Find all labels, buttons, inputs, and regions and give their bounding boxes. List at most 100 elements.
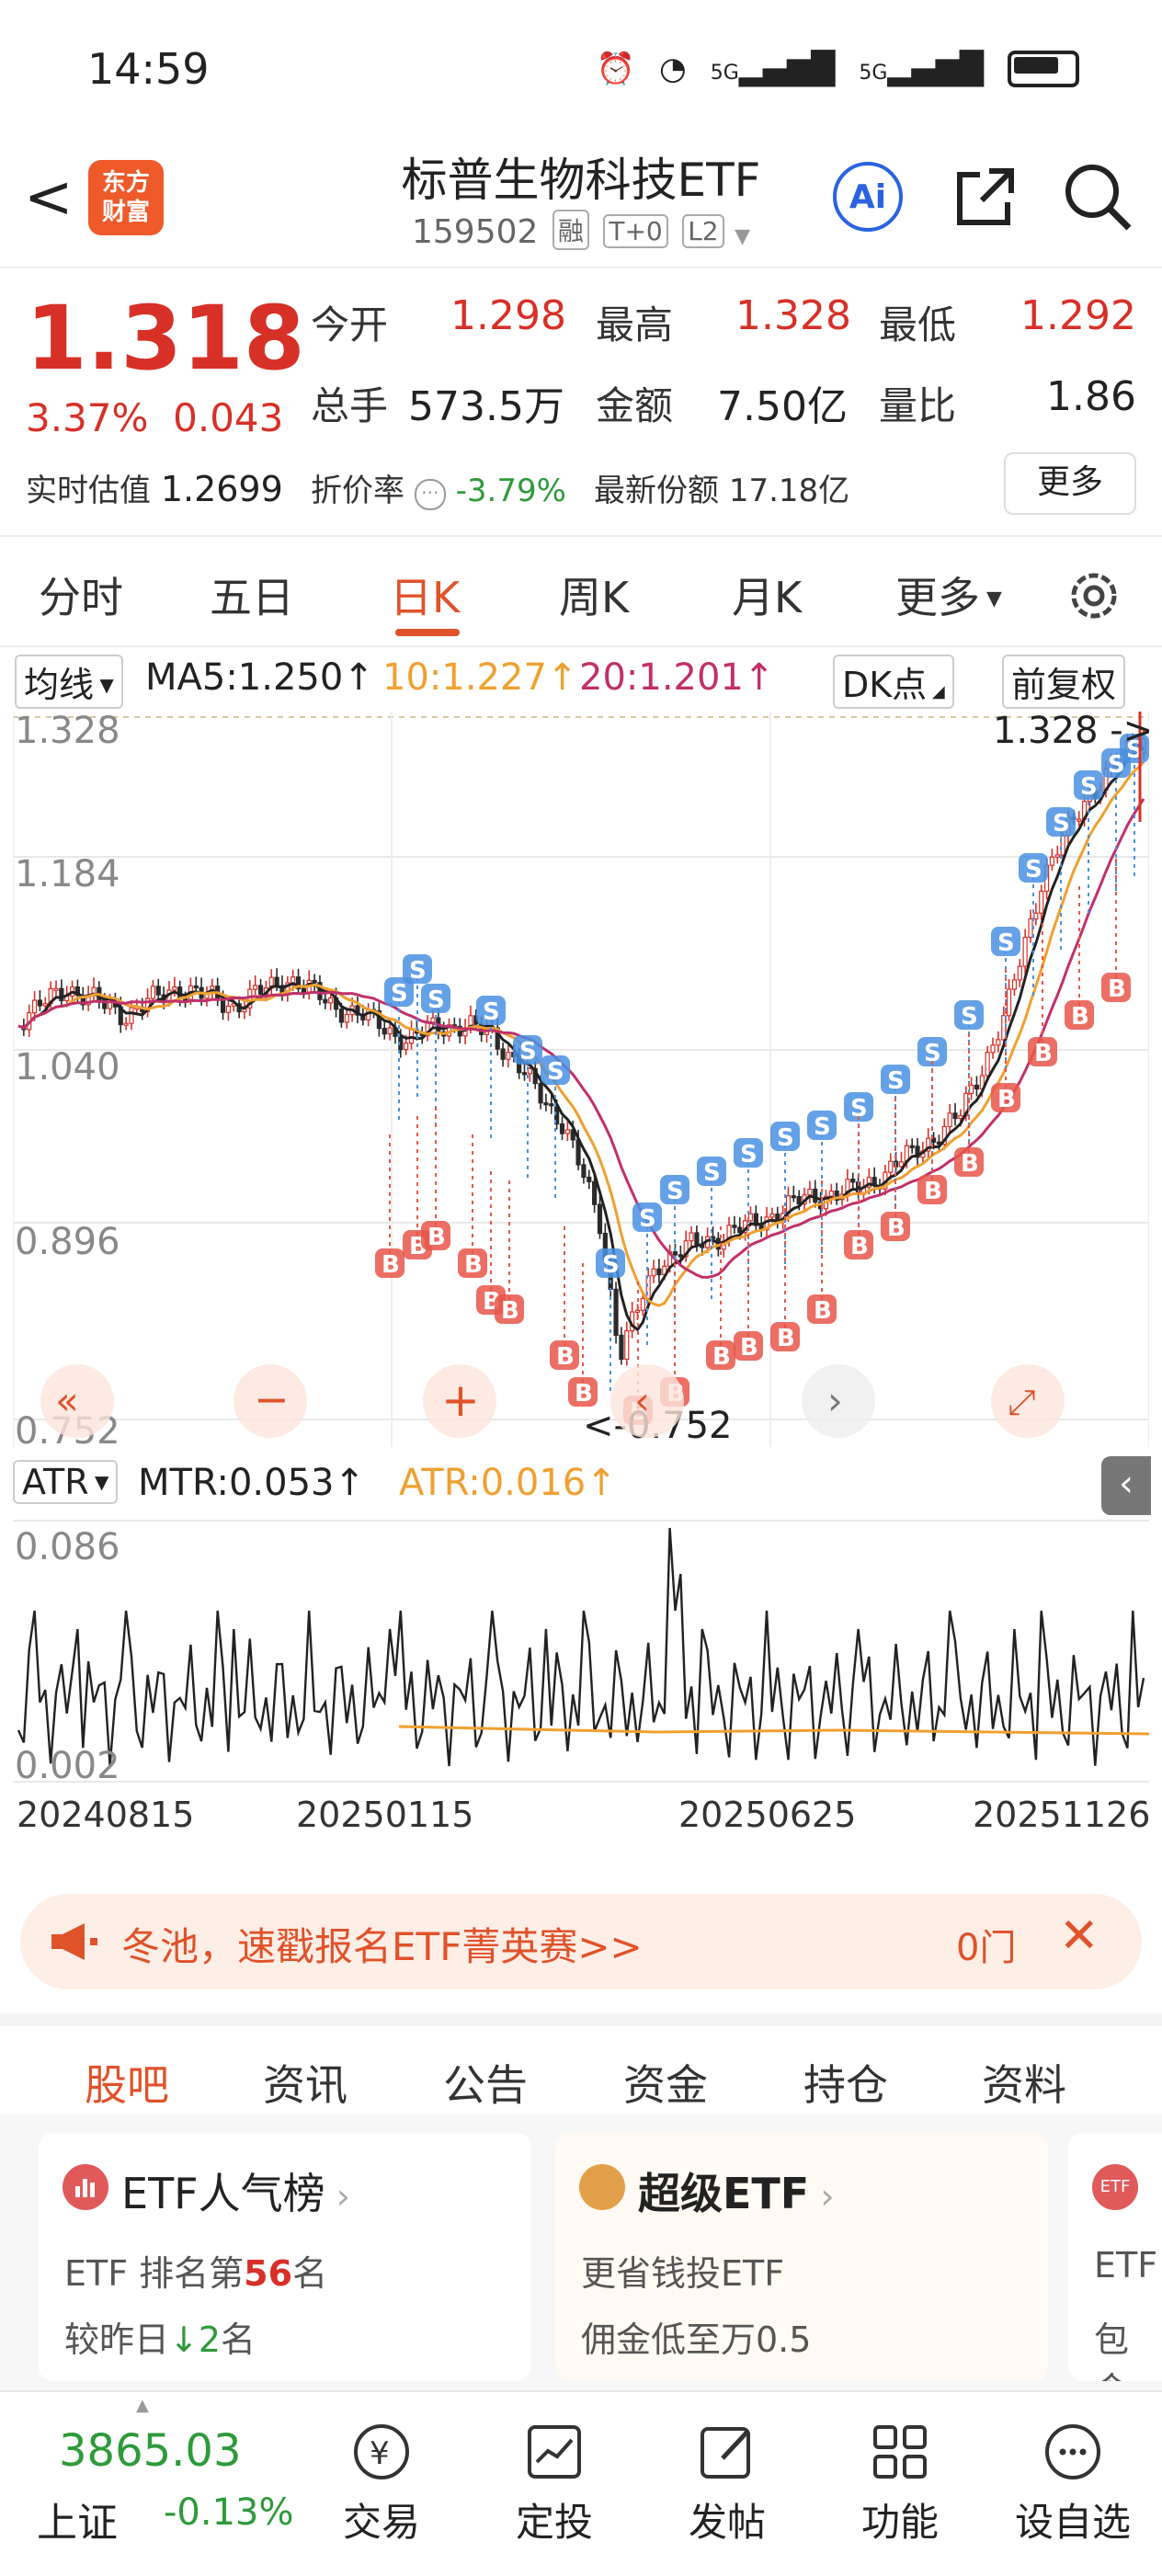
candle-body (640, 1297, 645, 1311)
tab-five-day[interactable]: 五日 (210, 573, 294, 622)
buy-signal: B (495, 1294, 524, 1325)
sell-signal: S (881, 1065, 910, 1095)
tab-daily-k[interactable]: 日K (390, 573, 461, 622)
candle-body (59, 987, 64, 1002)
tab-notice[interactable]: 公告 (443, 2060, 528, 2110)
tab-news[interactable]: 资讯 (263, 2060, 347, 2110)
zoom-in-button[interactable]: + (423, 1364, 496, 1438)
ma20-line (17, 798, 1145, 1279)
svg-text:S: S (547, 1058, 564, 1086)
scroll-forward-button[interactable]: › (802, 1364, 875, 1438)
svg-text:+: + (441, 1373, 480, 1427)
dk-point-selector[interactable]: DK点 ◢ (833, 655, 954, 709)
indicator-selector[interactable]: ATR ▼ (13, 1460, 119, 1504)
expand-icon[interactable]: ▲ (136, 2396, 149, 2415)
etf-card-partial[interactable]: ETF ETF 包含 (1068, 2133, 1162, 2381)
candle-body (404, 1043, 409, 1051)
clock: 14:59 (87, 44, 210, 94)
tab-monthly-k[interactable]: 月K (732, 573, 803, 622)
dropdown-icon[interactable]: ▼ (735, 225, 750, 248)
candle-body (990, 1044, 996, 1054)
sell-signal: S (513, 1035, 542, 1066)
candle-body (592, 1180, 598, 1205)
candle-body (996, 1039, 1001, 1046)
candle-body (850, 1179, 856, 1183)
low-label: 最低 (879, 302, 957, 348)
atr-value: ATR:0.016↑ (399, 1462, 617, 1504)
sell-signal: S (660, 1175, 689, 1205)
svg-text:B: B (814, 1297, 832, 1325)
buy-signal: B (954, 1147, 984, 1178)
candle-body (382, 1028, 387, 1035)
bottom-nav: ▲ 3865.03 上证 -0.13% ¥ 交易 定投 发帖 功能 设自选 (0, 2390, 1162, 2576)
info-icon[interactable]: ··· (414, 479, 446, 510)
svg-text:S: S (740, 1141, 758, 1168)
tab-holdings[interactable]: 持仓 (803, 2060, 888, 2110)
index-name: 上证 (37, 2500, 118, 2547)
status-icons: ⏰ ◔ 5G▂▄▆█ 5G▂▄▆█ (597, 51, 1079, 87)
zoom-out-button[interactable]: − (234, 1364, 307, 1438)
candle-body (295, 976, 302, 990)
atr-chart[interactable]: 0.086 0.002 (13, 1519, 1149, 1784)
signal-icon: 5G▂▄▆█ (710, 51, 836, 87)
buy-signal: B (770, 1322, 800, 1352)
board-tabs: 股吧 资讯 公告 资金 持仓 资料 (0, 2013, 1162, 2127)
tab-guba[interactable]: 股吧 (85, 2060, 169, 2110)
buy-signal: B (991, 1083, 1020, 1113)
atr-y-min: 0.002 (15, 1745, 120, 1784)
candle-body (930, 1137, 937, 1143)
ai-button[interactable]: Ai (829, 158, 906, 235)
candle-body (172, 986, 177, 991)
more-button[interactable]: 更多 (1004, 452, 1136, 515)
tab-capital[interactable]: 资金 (623, 2060, 708, 2110)
promo-banner[interactable]: 冬池，速戳报名ETF菁英赛>> 0门 ✕ (20, 1894, 1142, 1989)
sell-signal: S (1074, 770, 1103, 801)
l2-tag: L2 (682, 214, 724, 248)
svg-text:B: B (464, 1251, 483, 1279)
buy-signal: B (706, 1340, 735, 1371)
share-icon[interactable] (947, 158, 1024, 235)
fullscreen-button[interactable]: ⤢ (991, 1364, 1065, 1438)
collapse-panel-button[interactable]: ‹ (1101, 1456, 1151, 1515)
svg-text:S: S (850, 1095, 868, 1123)
back-button[interactable]: < (24, 164, 74, 232)
tab-more[interactable]: 更多 ▼ (895, 573, 1002, 622)
candle-body (694, 1232, 700, 1246)
buy-signal: B (917, 1175, 947, 1205)
nav-trade[interactable]: ¥ 交易 (313, 2420, 450, 2548)
scroll-left-button[interactable]: « (40, 1364, 114, 1438)
candle-body (338, 1009, 344, 1023)
battery-icon (1008, 51, 1079, 87)
etf-popularity-card[interactable]: ETF人气榜 › ETF 排名第56名 较昨日↓2名 (39, 2133, 531, 2381)
adjust-selector[interactable]: 前复权 (1002, 655, 1126, 709)
scroll-back-button[interactable]: ‹ (610, 1364, 684, 1438)
index-value[interactable]: 3865.03 (59, 2425, 242, 2477)
svg-text:B: B (961, 1150, 979, 1178)
close-icon[interactable]: ✕ (1059, 1909, 1099, 1964)
change-line: 3.37% 0.043 (26, 395, 284, 440)
nav-add-watchlist[interactable]: 设自选 (1004, 2420, 1142, 2548)
nav-invest-plan[interactable]: 定投 (485, 2420, 623, 2548)
search-icon[interactable] (1059, 158, 1136, 235)
nav-functions[interactable]: 功能 (831, 2420, 969, 2548)
svg-text:B: B (575, 1380, 593, 1408)
ma-selector[interactable]: 均线 ▼ (15, 655, 123, 709)
tab-weekly-k[interactable]: 周K (559, 573, 630, 622)
svg-text:S: S (1053, 810, 1070, 838)
tab-profile[interactable]: 资料 (982, 2060, 1066, 2110)
tab-intraday[interactable]: 分时 (39, 573, 123, 622)
svg-text:S: S (997, 929, 1015, 957)
settings-icon[interactable] (1065, 566, 1123, 629)
svg-text:S: S (602, 1251, 620, 1279)
svg-text:S: S (639, 1205, 656, 1233)
nav-post[interactable]: 发帖 (658, 2420, 796, 2548)
candle-body (37, 999, 43, 1007)
candle-body (651, 1268, 656, 1277)
super-etf-card[interactable]: 超级ETF › 更省钱投ETF 佣金低至万0.5 (555, 2133, 1048, 2381)
page-title: 标普生物科技ETF (401, 154, 761, 207)
svg-text:›: › (827, 1378, 843, 1423)
index-change: -0.13% (164, 2491, 294, 2534)
candle-body (274, 976, 279, 986)
svg-text:‹: ‹ (634, 1378, 650, 1423)
